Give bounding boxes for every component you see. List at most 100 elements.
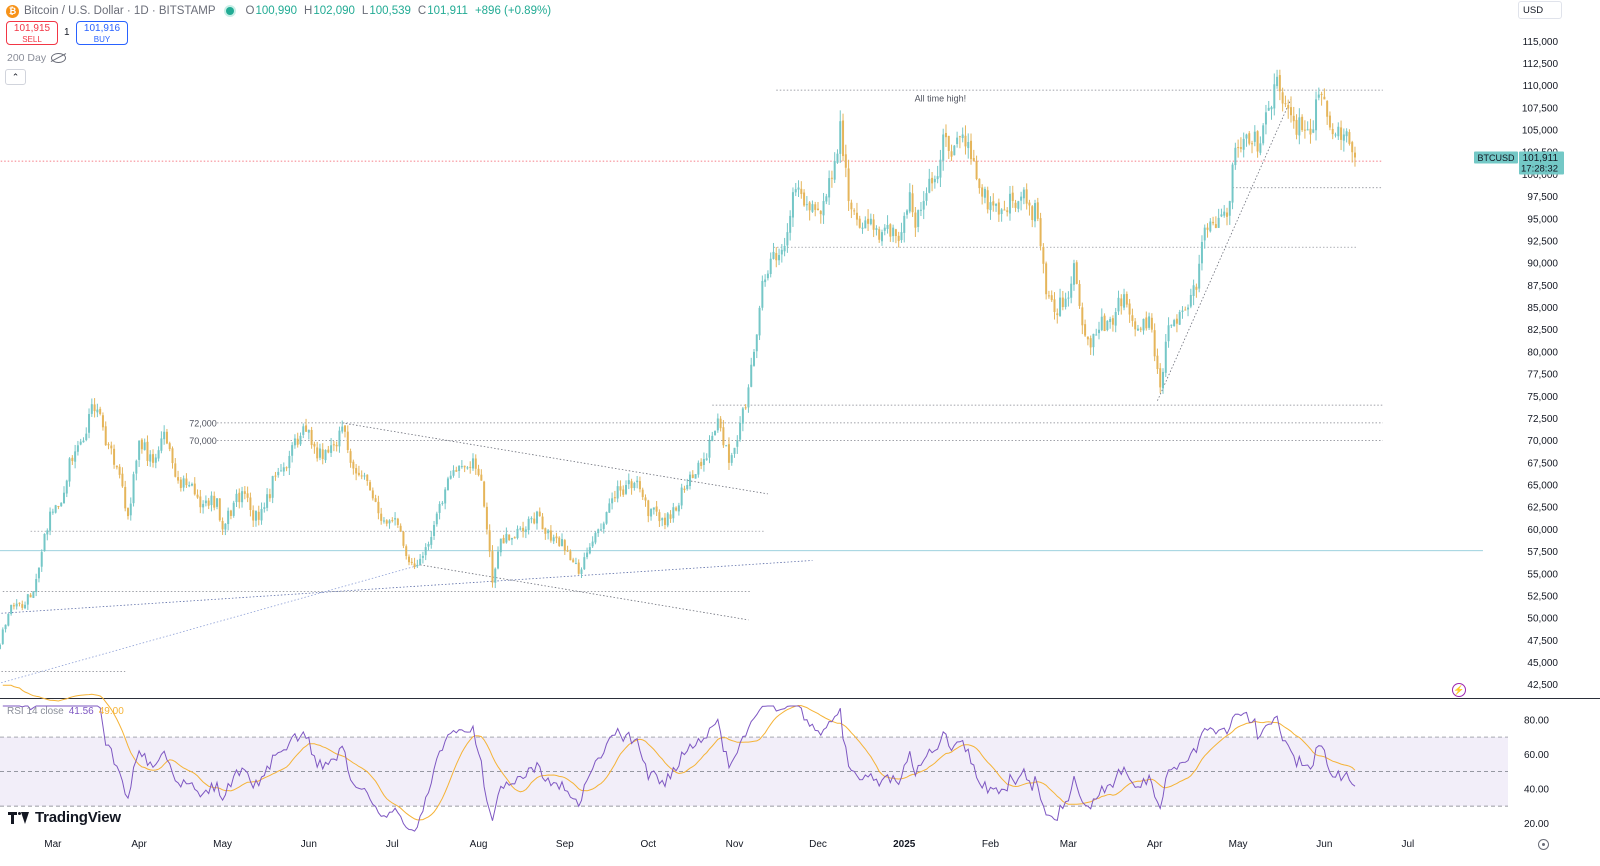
buy-button[interactable]: 101,916 BUY xyxy=(76,21,128,45)
candle xyxy=(1056,308,1059,324)
candle xyxy=(686,478,689,491)
candle-body xyxy=(911,193,914,213)
candle xyxy=(380,507,383,525)
candle xyxy=(305,418,308,432)
timezone-settings-icon[interactable] xyxy=(1538,839,1549,850)
candle-body xyxy=(165,431,168,444)
candle xyxy=(60,502,63,507)
candle xyxy=(355,464,358,481)
candle-body xyxy=(1053,299,1056,312)
y-tick-label-18: 87,500 xyxy=(1527,281,1558,292)
candle xyxy=(260,502,263,525)
candle-body xyxy=(154,457,157,463)
candle xyxy=(313,441,316,454)
candle-body xyxy=(29,594,32,598)
candle xyxy=(928,168,931,194)
candle xyxy=(1028,199,1031,216)
candle xyxy=(953,145,956,156)
candle-body xyxy=(1000,209,1003,214)
candle xyxy=(396,517,399,528)
candle-body xyxy=(1242,138,1245,150)
candle-body xyxy=(216,498,219,507)
candle-body xyxy=(1328,115,1331,128)
candle-body xyxy=(88,414,91,433)
candle xyxy=(803,189,806,207)
candle-body xyxy=(1081,307,1084,326)
x-tick-label-15: Jun xyxy=(1316,839,1332,850)
indicator-legend[interactable]: 200 Day xyxy=(7,52,67,64)
candle xyxy=(917,209,920,233)
candle xyxy=(157,446,160,462)
candle-body xyxy=(630,481,633,489)
y-tick-label-16: 82,500 xyxy=(1527,325,1558,336)
candle-body xyxy=(1100,316,1103,331)
candle xyxy=(1050,290,1053,302)
symbol-title[interactable]: Bitcoin / U.S. Dollar · 1D · BITSTAMP xyxy=(24,5,216,17)
candle xyxy=(124,480,127,512)
candle xyxy=(1220,208,1223,218)
candle xyxy=(71,455,74,465)
currency-button[interactable]: USD xyxy=(1518,1,1562,19)
candle xyxy=(625,480,628,496)
lightning-icon[interactable]: ⚡ xyxy=(1452,683,1466,697)
y-tick-label-29: 115,000 xyxy=(1523,37,1559,48)
candle xyxy=(149,450,152,467)
candle-body xyxy=(683,488,686,490)
sell-button[interactable]: 101,915 SELL xyxy=(6,21,58,45)
candle-body xyxy=(291,445,294,456)
tradingview-logo[interactable]: TradingView xyxy=(8,809,121,826)
candle xyxy=(285,466,288,472)
candle xyxy=(833,152,836,184)
eye-crossed-icon[interactable] xyxy=(51,53,67,63)
candle xyxy=(441,500,444,506)
rsi-legend[interactable]: RSI 14 close 41.56 49.00 xyxy=(7,706,124,717)
candle xyxy=(1084,319,1087,338)
y-tick-label-27: 110,000 xyxy=(1523,81,1559,92)
candle-body xyxy=(463,465,466,468)
candle xyxy=(74,444,77,469)
y-tick-label-7: 60,000 xyxy=(1527,525,1558,536)
candle-body xyxy=(816,208,819,211)
candle xyxy=(438,501,441,520)
candle-body xyxy=(861,227,864,229)
candle xyxy=(1164,333,1167,377)
candle-body xyxy=(1353,152,1356,158)
candle-body xyxy=(1031,206,1034,221)
candle xyxy=(761,275,764,311)
candle xyxy=(54,504,57,514)
candle-body xyxy=(188,485,191,487)
spread-value: 1 xyxy=(64,27,70,38)
candle-body xyxy=(99,408,102,414)
candle-body xyxy=(0,644,1,649)
y-tick-label-25: 105,000 xyxy=(1522,126,1559,137)
candle-body xyxy=(1153,330,1156,357)
candle-body xyxy=(204,500,207,504)
candle-body xyxy=(324,449,327,461)
candle-body xyxy=(510,538,513,540)
y-tick-label-28: 112,500 xyxy=(1523,59,1559,70)
candle-body xyxy=(666,513,669,526)
candle xyxy=(446,476,449,491)
candle-body xyxy=(480,474,483,481)
candle xyxy=(825,193,828,205)
candle-body xyxy=(535,511,538,524)
candle xyxy=(1264,104,1267,135)
candle-body xyxy=(316,447,319,459)
rsi-ma-line xyxy=(2,684,1356,821)
candle xyxy=(1209,218,1212,233)
candle-body xyxy=(527,518,530,531)
trendline-4 xyxy=(1157,98,1292,401)
candle xyxy=(99,406,102,416)
candle-body xyxy=(839,121,842,154)
candle xyxy=(577,559,580,575)
candle xyxy=(861,222,864,234)
candle-body xyxy=(1200,241,1203,264)
candle xyxy=(185,473,188,488)
candle-body xyxy=(266,494,269,508)
candle xyxy=(37,567,40,583)
candle-body xyxy=(149,454,152,462)
candle-body xyxy=(574,563,577,565)
collapse-legend-button[interactable]: ⌃ xyxy=(5,69,26,85)
candle xyxy=(697,460,700,478)
